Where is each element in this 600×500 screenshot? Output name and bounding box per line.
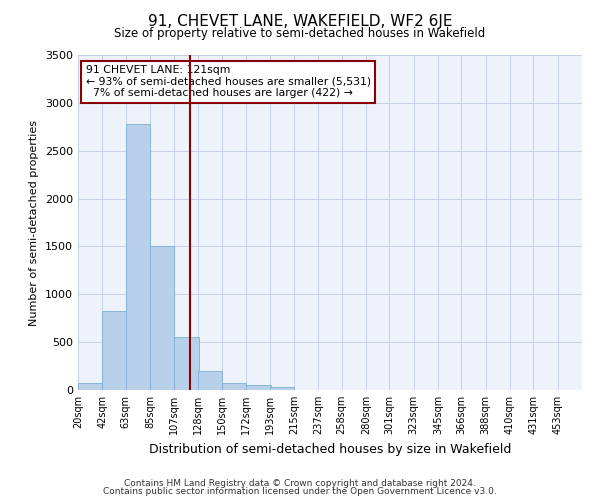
Text: 91, CHEVET LANE, WAKEFIELD, WF2 6JE: 91, CHEVET LANE, WAKEFIELD, WF2 6JE [148,14,452,29]
Text: Contains public sector information licensed under the Open Government Licence v3: Contains public sector information licen… [103,487,497,496]
Text: Size of property relative to semi-detached houses in Wakefield: Size of property relative to semi-detach… [115,28,485,40]
Bar [103,310,127,390]
Bar [78,384,103,390]
Y-axis label: Number of semi-detached properties: Number of semi-detached properties [29,120,40,326]
Bar [175,338,199,390]
Bar [247,385,271,390]
Bar [125,124,150,390]
Text: Contains HM Land Registry data © Crown copyright and database right 2024.: Contains HM Land Registry data © Crown c… [124,479,476,488]
Bar [269,387,294,390]
Bar [197,371,222,390]
Bar [222,384,247,390]
Text: 91 CHEVET LANE: 121sqm
← 93% of semi-detached houses are smaller (5,531)
  7% of: 91 CHEVET LANE: 121sqm ← 93% of semi-det… [86,65,371,98]
X-axis label: Distribution of semi-detached houses by size in Wakefield: Distribution of semi-detached houses by … [149,442,511,456]
Bar [150,246,175,390]
